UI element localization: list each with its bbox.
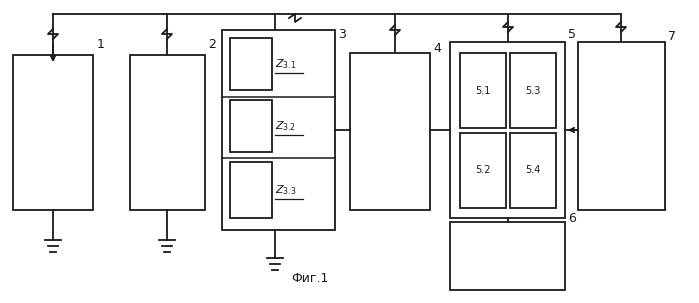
Text: 4: 4 [433, 42, 441, 55]
Text: Фиг.1: Фиг.1 [291, 271, 329, 285]
Bar [578, 42, 665, 210]
Bar [13, 55, 93, 210]
Text: 3: 3 [338, 28, 346, 41]
Bar [510, 133, 556, 208]
Bar [450, 222, 565, 290]
Bar [450, 42, 565, 218]
Text: 7: 7 [668, 31, 676, 44]
Bar [230, 162, 272, 218]
Text: 5: 5 [568, 28, 576, 42]
Text: 5.3: 5.3 [526, 86, 541, 96]
Bar [510, 53, 556, 128]
Bar [460, 53, 506, 128]
Bar [222, 30, 335, 230]
Bar [230, 100, 272, 152]
Text: $Z_{3.3}$: $Z_{3.3}$ [275, 183, 296, 197]
Text: $Z_{3.2}$: $Z_{3.2}$ [275, 119, 296, 133]
Text: 6: 6 [568, 211, 576, 225]
Text: 5.4: 5.4 [526, 165, 541, 175]
Text: 2: 2 [208, 38, 216, 52]
Bar [460, 133, 506, 208]
Text: $Z_{3.1}$: $Z_{3.1}$ [275, 57, 296, 71]
Bar [130, 55, 205, 210]
Text: 5.1: 5.1 [475, 86, 491, 96]
Bar [350, 53, 430, 210]
Text: 1: 1 [97, 38, 105, 52]
Bar [230, 38, 272, 90]
Text: 5.2: 5.2 [475, 165, 491, 175]
